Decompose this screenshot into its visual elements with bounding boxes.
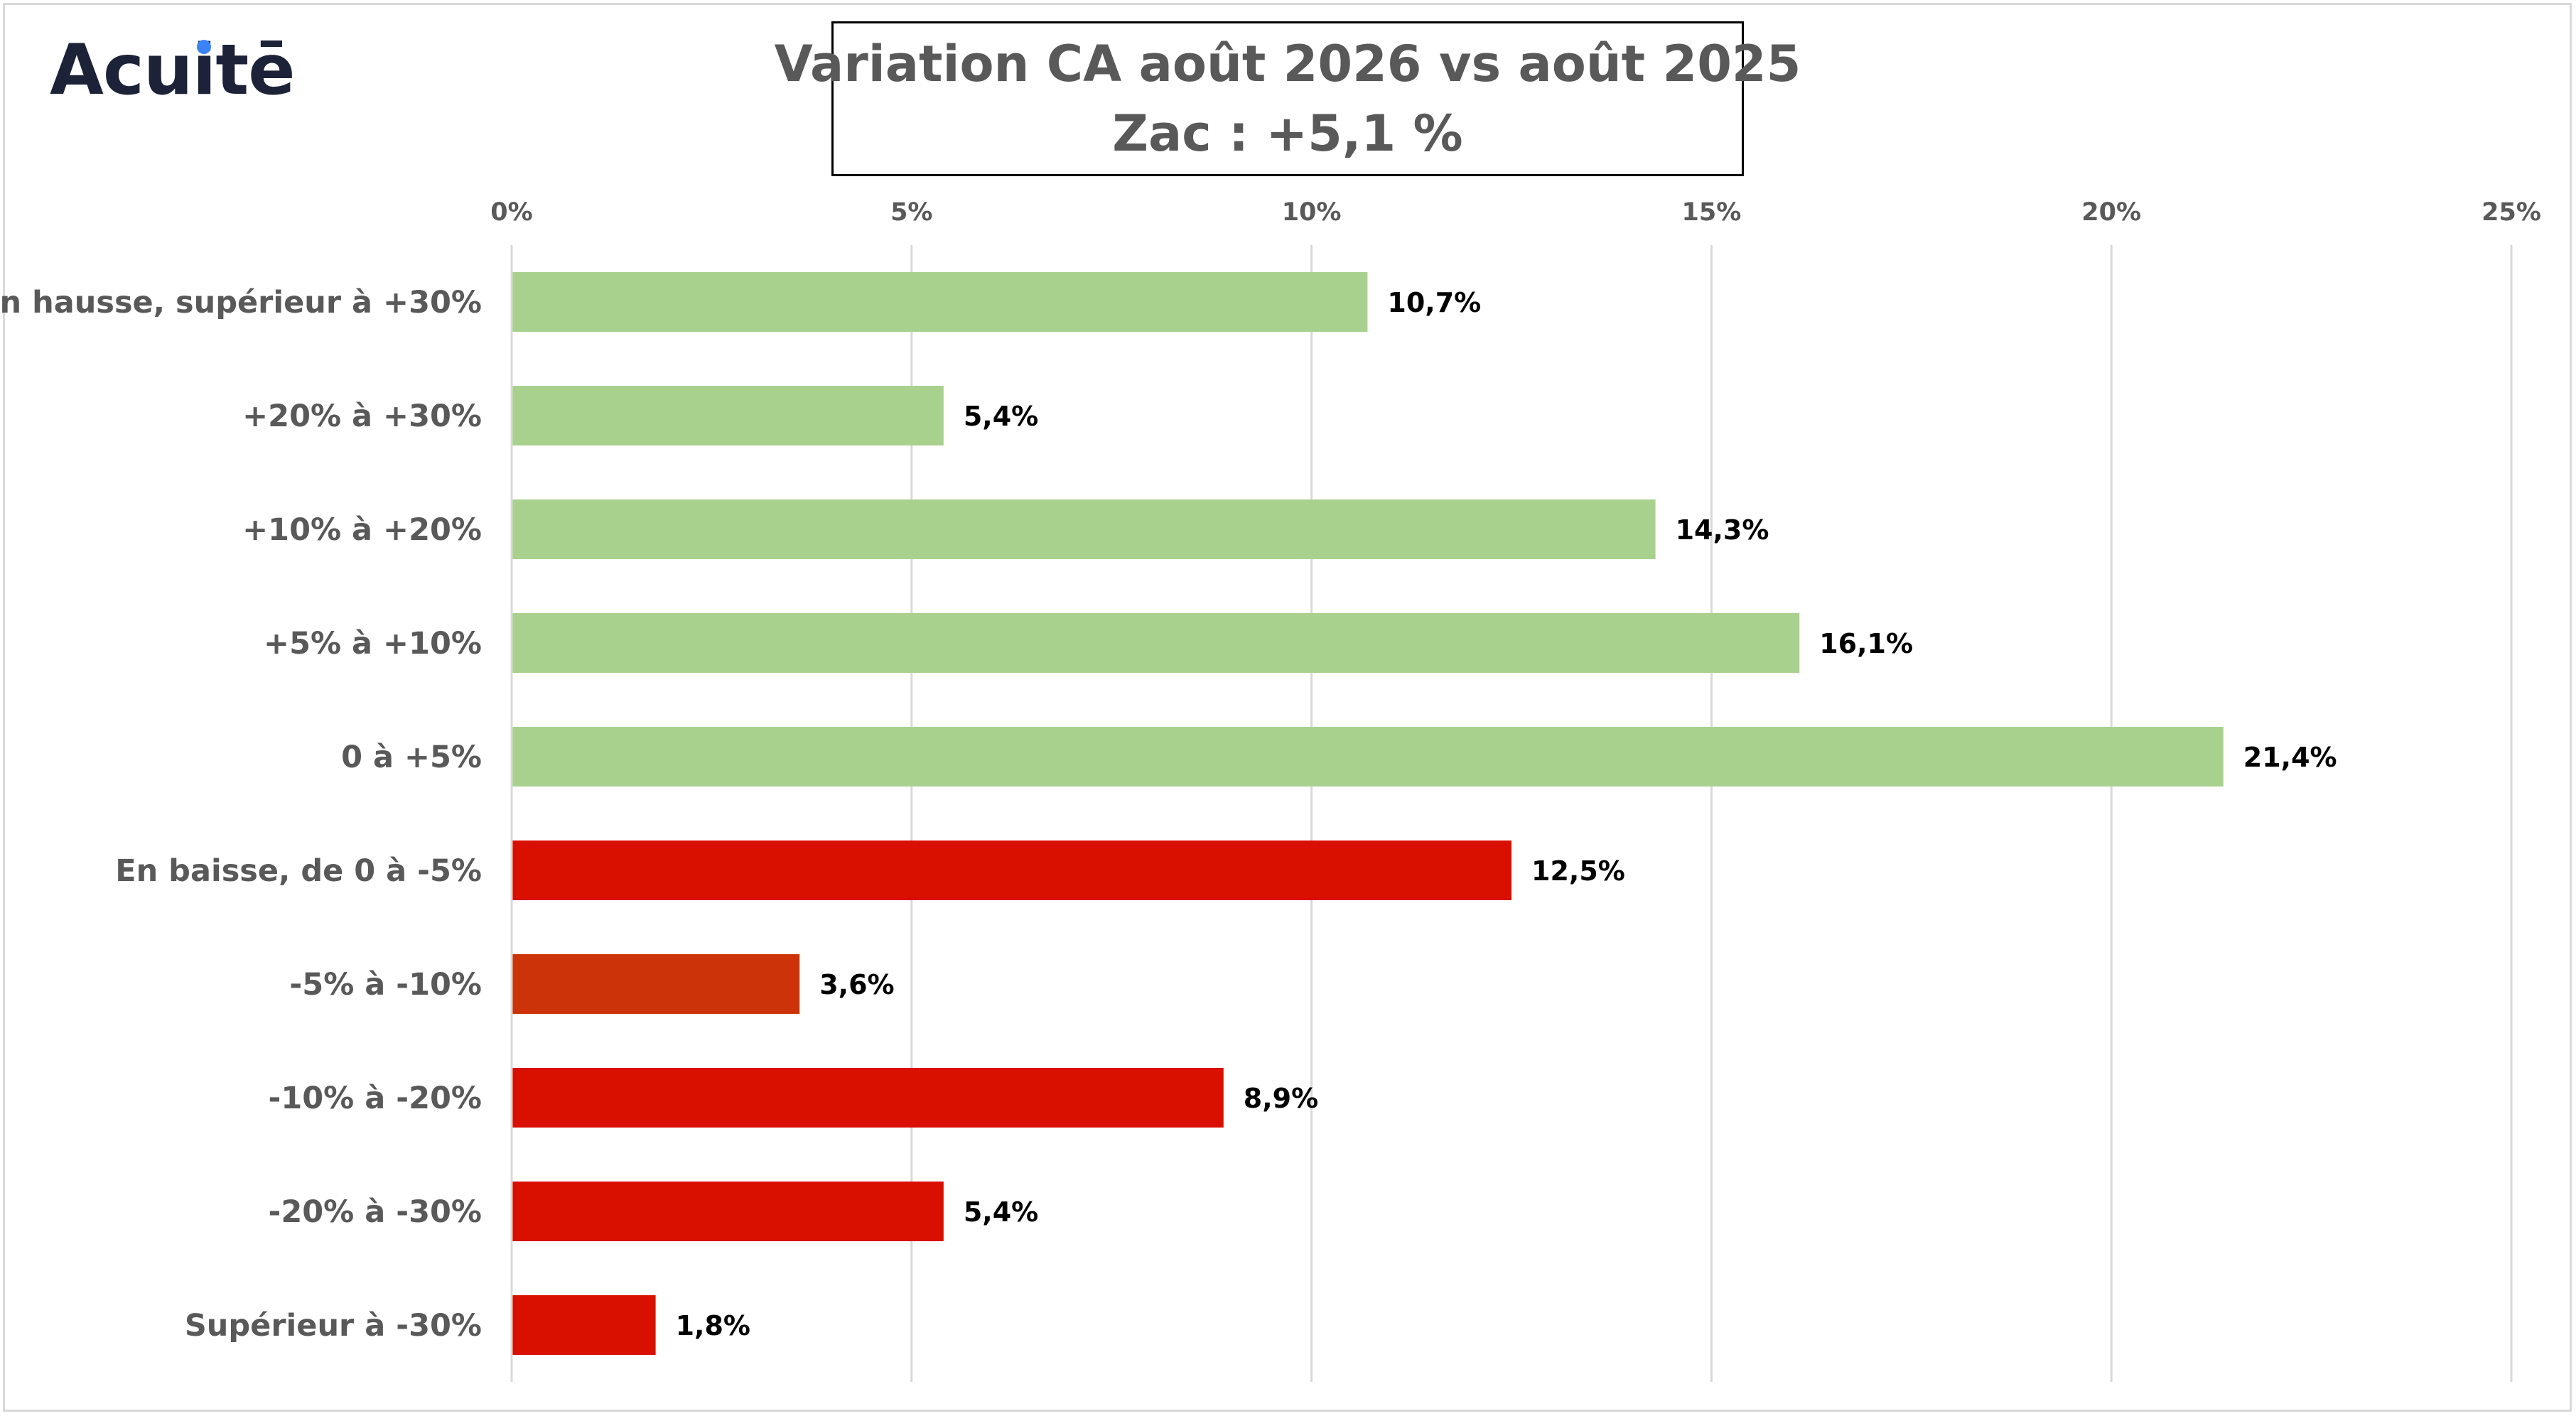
bar [512,1295,656,1355]
x-tick-label: 20% [2081,198,2141,227]
category-label: -20% à -30% [269,1194,483,1230]
data-label: 3,6% [819,969,894,1000]
bar [512,954,800,1014]
data-label: 8,9% [1244,1083,1318,1114]
data-label: 16,1% [1819,628,1913,659]
category-label: +10% à +20% [242,512,482,548]
logo-dot-icon [197,40,212,54]
bar [512,499,1656,559]
chart-frame [3,3,2572,1412]
category-label: En hausse, supérieur à +30% [0,285,482,320]
category-label: En baisse, de 0 à -5% [115,853,482,889]
x-tick-label: 5% [890,198,932,227]
category-label: -10% à -20% [269,1081,483,1116]
x-tick-label: 10% [1282,198,1342,227]
data-label: 21,4% [2243,742,2337,773]
acuite-logo: Acui tē [50,30,296,111]
data-label: 14,3% [1676,514,1769,546]
bar [512,841,1511,900]
bar [512,1068,1224,1128]
category-label: Supérieur à -30% [185,1308,482,1344]
chart-title: Variation CA août 2026 vs août 2025 [774,35,1801,93]
data-label: 12,5% [1531,855,1625,887]
x-tick-label: 25% [2481,198,2541,227]
bar [512,727,2224,787]
chart-subtitle: Zac : +5,1 % [1112,104,1463,163]
data-label: 10,7% [1387,287,1481,318]
bar [512,1182,944,1241]
category-label: 0 à +5% [341,740,482,775]
bar [512,272,1368,332]
category-label: +5% à +10% [264,626,482,661]
category-label: +20% à +30% [242,399,482,434]
bar [512,613,1800,673]
data-label: 5,4% [964,401,1038,432]
chart-title-box: Variation CA août 2026 vs août 2025 Zac … [775,21,1801,176]
category-label: -5% à -10% [289,967,482,1002]
x-tick-label: 0% [490,198,532,227]
x-tick-label: 15% [1682,198,1742,227]
data-label: 1,8% [676,1310,750,1341]
bar [512,386,944,445]
data-label: 5,4% [964,1196,1038,1228]
